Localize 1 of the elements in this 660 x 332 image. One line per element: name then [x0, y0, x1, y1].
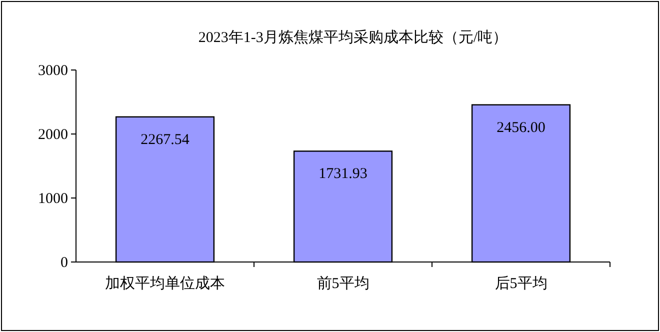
- title: 2023年1-3月炼焦煤平均采购成本比较（元/吨）: [198, 30, 508, 46]
